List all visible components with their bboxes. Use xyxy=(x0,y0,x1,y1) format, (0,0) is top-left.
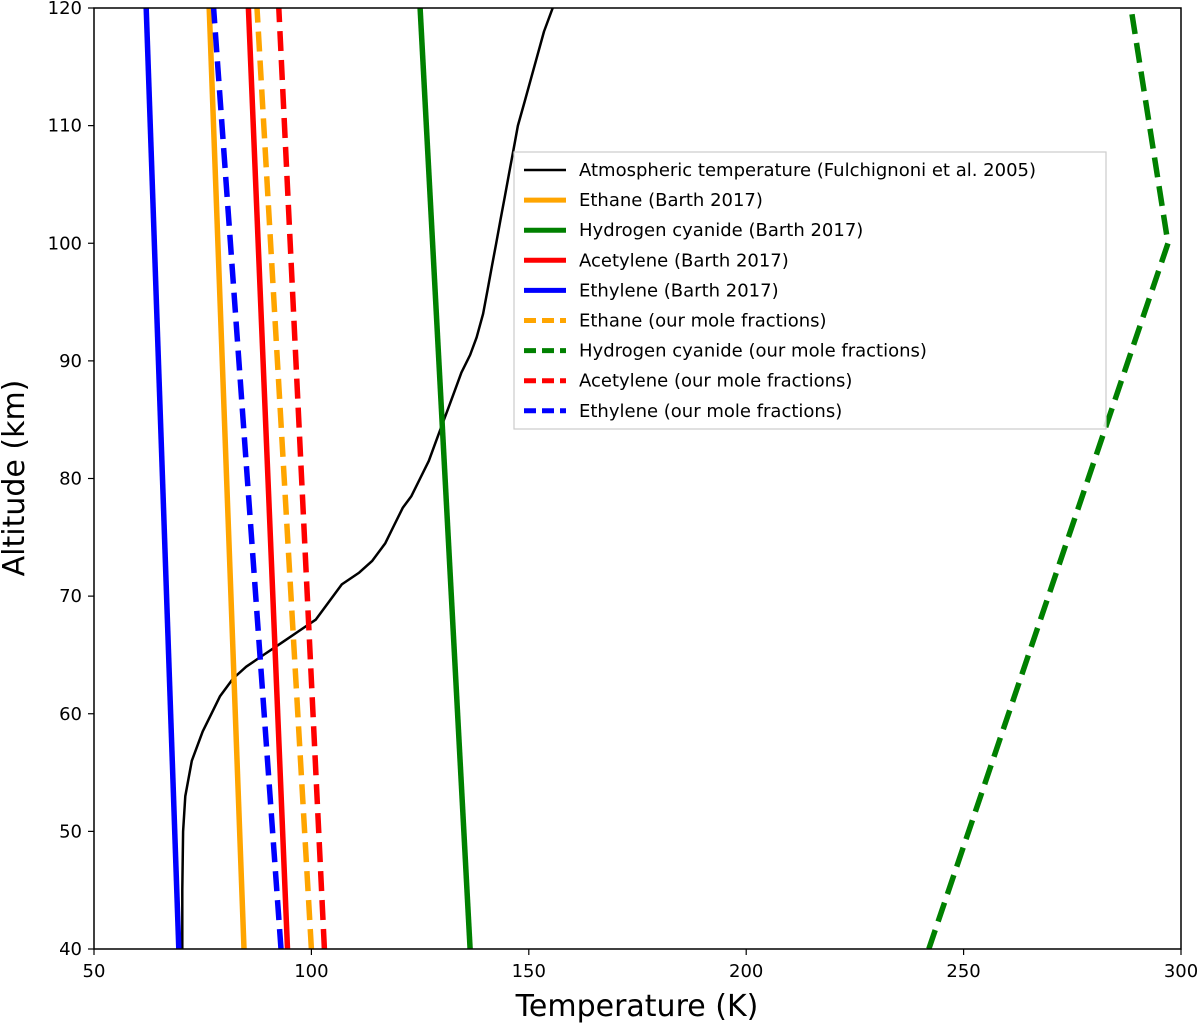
series-line-atmospheric-temperature-fulchignoni-et-al-2005 xyxy=(181,8,554,949)
legend-label-hydrogen-cyanide-our-mole-fractions: Hydrogen cyanide (our mole fractions) xyxy=(579,341,927,362)
x-tick-label-250: 250 xyxy=(946,961,980,982)
legend-label-hydrogen-cyanide-barth-2017: Hydrogen cyanide (Barth 2017) xyxy=(579,220,863,241)
series-line-ethane-our-mole-fractions xyxy=(254,8,315,949)
legend-label-ethane-our-mole-fractions: Ethane (our mole fractions) xyxy=(579,311,827,332)
y-tick-label-90: 90 xyxy=(59,351,82,372)
plot-frame xyxy=(93,7,1182,950)
y-tick-label-40: 40 xyxy=(59,939,82,960)
legend: Atmospheric temperature (Fulchignoni et … xyxy=(513,151,1107,430)
y-axis-label: Altitude (km) xyxy=(0,380,32,577)
y-tick-label-100: 100 xyxy=(48,233,82,254)
x-axis-label: Temperature (K) xyxy=(515,989,759,1024)
legend-box xyxy=(513,151,1107,430)
x-tick-label-300: 300 xyxy=(1164,961,1198,982)
series-line-hydrogen-cyanide-our-mole-fractions xyxy=(926,8,1171,949)
series-line-acetylene-barth-2017 xyxy=(245,8,291,949)
y-tick-label-80: 80 xyxy=(59,469,82,490)
legend-label-ethane-barth-2017: Ethane (Barth 2017) xyxy=(579,190,763,211)
y-tick-label-70: 70 xyxy=(59,586,82,607)
y-tick-label-120: 120 xyxy=(48,0,82,19)
x-tick-label-100: 100 xyxy=(294,961,328,982)
legend-label-acetylene-our-mole-fractions: Acetylene (our mole fractions) xyxy=(579,371,852,392)
series-line-ethylene-our-mole-fractions xyxy=(210,8,284,949)
y-tick-label-60: 60 xyxy=(59,704,82,725)
x-tick-label-50: 50 xyxy=(83,961,106,982)
series-layer xyxy=(143,8,1171,949)
legend-label-ethylene-barth-2017: Ethylene (Barth 2017) xyxy=(579,280,779,301)
y-tick-label-110: 110 xyxy=(48,116,82,137)
x-tick-label-150: 150 xyxy=(512,961,546,982)
legend-label-atmospheric-temperature-fulchignoni-et-al-2005: Atmospheric temperature (Fulchignoni et … xyxy=(579,160,1036,181)
x-tick-label-200: 200 xyxy=(729,961,763,982)
series-line-hydrogen-cyanide-barth-2017 xyxy=(417,8,473,949)
y-tick-label-50: 50 xyxy=(59,821,82,842)
series-line-acetylene-our-mole-fractions xyxy=(276,8,328,949)
series-line-ethane-barth-2017 xyxy=(206,8,247,949)
legend-label-ethylene-our-mole-fractions: Ethylene (our mole fractions) xyxy=(579,401,842,422)
series-line-ethylene-barth-2017 xyxy=(143,8,182,949)
legend-label-acetylene-barth-2017: Acetylene (Barth 2017) xyxy=(579,250,789,271)
